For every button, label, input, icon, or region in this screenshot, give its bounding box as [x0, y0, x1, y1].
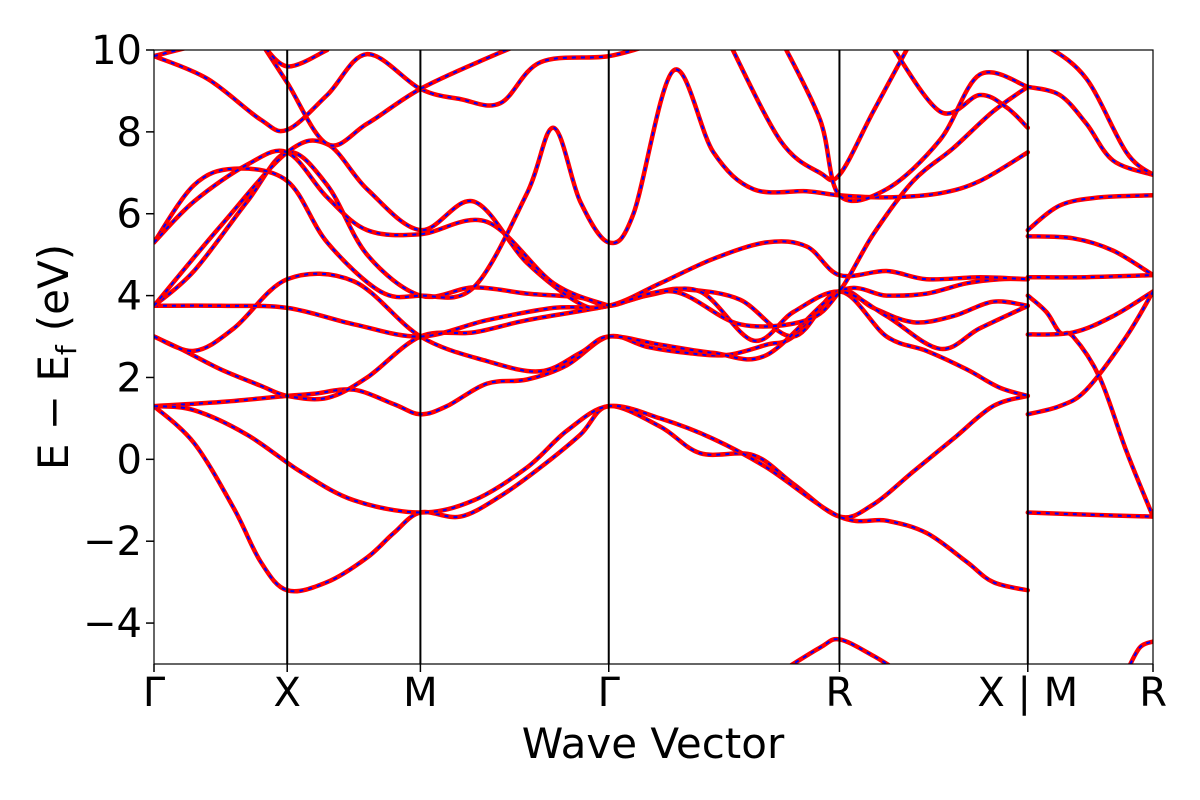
band-line-dashed-22 [1027, 294, 1153, 517]
x-tick-label-2: M [403, 670, 438, 716]
x-tick-label-6: R [1139, 670, 1167, 716]
plot-frame [153, 49, 1154, 665]
x-tick-label-5: X | M [977, 670, 1078, 716]
band-line-dashed-8 [154, 68, 1029, 299]
y-axis-label-main: E − E [29, 355, 78, 470]
band-line-dashed-18 [1027, 85, 1153, 176]
y-tick-label-0: −4 [83, 601, 142, 647]
band-line-dashed-24 [1027, 290, 1153, 416]
x-tick-label-1: X [273, 670, 300, 716]
x-tick-label-0: Γ [143, 670, 166, 716]
band-line-dashed-14 [731, 50, 908, 182]
band-line-dashed-16 [893, 50, 1029, 129]
band-line-dashed-21 [1027, 274, 1153, 279]
y-axis-ticks: −4 −2 0 2 4 6 8 10 [83, 28, 154, 647]
band-line-dashed-15 [785, 50, 1029, 202]
band-line-dashed-20 [1027, 235, 1153, 276]
y-tick-label-7: 10 [91, 28, 142, 74]
y-tick-label-5: 6 [117, 192, 142, 238]
band-line-dashed-11 [154, 50, 182, 58]
band-line-dashed-23 [1027, 290, 1153, 336]
band-line-dashed-19 [1027, 194, 1153, 231]
band-line-dashed-10 [154, 50, 638, 133]
x-tick-label-3: Γ [598, 670, 621, 716]
y-tick-label-6: 8 [117, 110, 142, 156]
x-axis-label: Wave Vector [522, 719, 785, 768]
band-line-dashed-7 [154, 85, 1029, 328]
band-line-dashed-3 [154, 287, 1029, 401]
band-line-dashed-25 [1027, 511, 1153, 518]
y-axis-label: E − Ef (eV) [29, 244, 83, 470]
band-line-27 [1048, 50, 1153, 178]
band-line-dashed-1 [154, 394, 1029, 593]
x-tick-label-4: R [826, 670, 854, 716]
band-line-dashed-9 [154, 149, 610, 307]
high-symmetry-lines [286, 50, 1029, 664]
y-tick-label-4: 4 [117, 274, 142, 320]
y-axis-label-subscript: f [50, 344, 83, 355]
y-tick-label-2: 0 [117, 437, 142, 483]
band-line-dashed-26 [1129, 640, 1153, 664]
y-tick-label-3: 2 [117, 355, 142, 401]
x-axis-ticks: Γ X M Γ R X | M R [143, 664, 1167, 716]
y-tick-label-1: −2 [83, 519, 142, 565]
band-line-5 [154, 239, 1031, 339]
y-axis-label-unit: (eV) [29, 244, 78, 331]
